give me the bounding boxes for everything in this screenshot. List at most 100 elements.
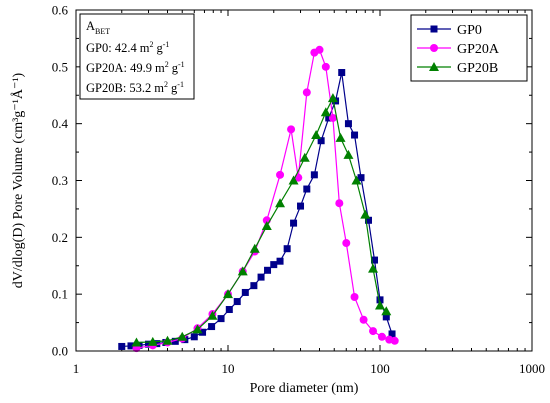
data-point-gp0 (241, 288, 249, 296)
data-point-gp20b (177, 331, 188, 341)
data-point-gp0 (264, 266, 272, 274)
legend-label: GP20A (457, 42, 500, 57)
data-point-gp20a (321, 62, 330, 71)
data-point-gp20a (328, 113, 337, 122)
data-point-gp0 (283, 245, 291, 253)
data-point-gp20b (375, 300, 385, 310)
series-line-gp20b (136, 96, 387, 344)
data-point-gp0 (190, 333, 198, 341)
x-tick-label: 1000 (519, 361, 545, 376)
y-tick-label: 0.1 (52, 287, 68, 302)
data-point-gp20b (288, 175, 299, 185)
data-point-gp0 (338, 69, 346, 77)
y-tick-label: 0.5 (52, 59, 68, 74)
data-point-gp0 (344, 120, 352, 128)
data-point-gp0 (297, 202, 305, 210)
data-point-gp20b (381, 306, 392, 316)
legend-marker (430, 44, 438, 52)
data-point-gp0 (376, 296, 384, 304)
data-point-gp0 (208, 323, 216, 331)
data-point-gp0 (317, 137, 325, 145)
legend-label: GP0 (457, 23, 482, 38)
data-point-gp0 (388, 330, 396, 338)
data-point-gp0 (127, 342, 135, 350)
annotation-frame (79, 13, 195, 100)
data-point-gp20a (302, 88, 311, 97)
legend-item-gp20a: GP20A (417, 42, 500, 57)
annotation-line-gp20a: GP20A: 49.9 m2 g-1 (86, 60, 185, 75)
data-point-gp0 (382, 313, 390, 321)
data-point-gp0 (153, 340, 161, 348)
tick-labels: 1 10 100 1000 0.0 0.1 0.2 0.3 0.4 0.5 0.6 (52, 3, 545, 377)
data-point-gp0 (171, 337, 179, 345)
legend-item-gp20b: GP20B (417, 61, 498, 76)
data-point-gp0 (303, 185, 311, 193)
data-point-gp0 (357, 174, 365, 182)
data-point-gp20b (360, 209, 371, 219)
series-line-gp0 (121, 72, 393, 348)
data-point-gp20a (350, 293, 359, 302)
y-tick-label: 0.2 (52, 230, 68, 245)
y-axis-label: dV/dlog(D) Pore Volume (cm³g⁻¹Å⁻¹) (10, 72, 26, 288)
bet-annotation-box: ABET GP0: 42.4 m2 g-1 GP20A: 49.9 m2 g-1 GP2… (79, 13, 195, 100)
data-point-gp0 (225, 306, 233, 314)
data-point-gp20a (287, 125, 296, 134)
data-point-gp20b (261, 220, 272, 230)
annotation-title-subscript: BET (95, 27, 110, 36)
data-point-gp20a (359, 315, 368, 324)
data-point-gp20b (311, 130, 322, 140)
data-point-gp0 (290, 219, 298, 227)
data-point-gp20b (351, 175, 362, 185)
data-point-gp0 (217, 315, 225, 323)
data-point-gp0 (118, 342, 126, 350)
data-point-gp0 (233, 298, 241, 306)
legend-marker (430, 25, 438, 33)
annotation-line-gp20b: GP20B: 53.2 m2 g-1 (86, 80, 184, 95)
data-point-gp20b (343, 149, 354, 159)
data-point-gp20a (390, 336, 399, 345)
y-tick-label: 0.4 (52, 116, 69, 131)
series-gp20b (131, 93, 392, 347)
legend-item-gp0: GP0 (417, 23, 482, 38)
data-point-gp20b (237, 266, 248, 276)
data-point-gp20b (320, 107, 331, 117)
annotation-line-gp0: GP0: 42.4 m2 g-1 (86, 40, 169, 55)
series-layer (118, 45, 399, 353)
data-point-gp20b (368, 263, 379, 273)
data-point-gp20b (162, 335, 173, 345)
series-gp0 (118, 69, 396, 350)
x-axis-label: Pore diameter (nm) (250, 381, 359, 396)
data-point-gp20b (192, 324, 203, 334)
data-point-gp20a (276, 170, 285, 179)
y-tick-label: 0.3 (52, 173, 68, 188)
data-point-gp0 (364, 216, 372, 224)
data-point-gp20a (315, 45, 324, 54)
data-point-gp0 (257, 273, 265, 281)
data-point-gp0 (145, 340, 153, 348)
x-tick-label: 100 (370, 361, 390, 376)
annotation-title-main: A (86, 19, 95, 33)
x-tick-label: 1 (73, 361, 80, 376)
data-point-gp0 (276, 257, 284, 265)
plot-area-frame (75, 9, 533, 352)
data-point-gp20b (299, 152, 310, 162)
data-point-gp0 (199, 328, 207, 336)
data-point-gp0 (270, 261, 278, 269)
x-tick-label: 10 (222, 361, 235, 376)
y-tick-label: 0.0 (52, 344, 68, 359)
data-point-gp0 (351, 131, 359, 139)
data-point-gp20b (131, 337, 142, 347)
data-point-gp20b (327, 93, 338, 103)
legend: GP0 GP20A GP20B (410, 14, 528, 82)
annotation-title: ABET (86, 19, 110, 36)
legend-label: GP20B (457, 61, 498, 76)
data-point-gp0 (325, 114, 333, 122)
data-point-gp20a (377, 332, 386, 341)
data-point-gp20b (223, 289, 233, 299)
y-tick-label: 0.6 (52, 3, 69, 18)
data-point-gp0 (370, 256, 378, 264)
data-point-gp20a (342, 239, 351, 248)
data-point-gp0 (250, 282, 258, 290)
data-point-gp0 (310, 171, 318, 179)
